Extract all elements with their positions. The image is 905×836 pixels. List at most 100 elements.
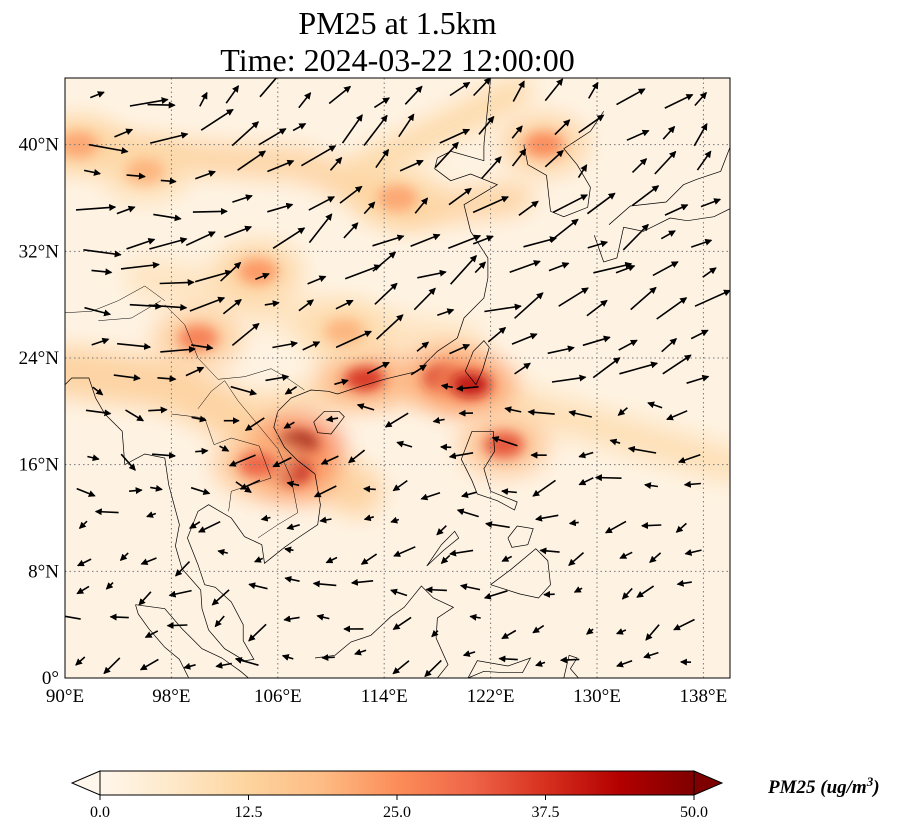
wind-arrow (286, 480, 300, 488)
hotspot-core (324, 318, 365, 345)
wind-arrow (248, 623, 267, 642)
wind-arrow (191, 415, 207, 423)
wind-arrow (189, 521, 201, 529)
lon-tick-label: 106°E (254, 686, 302, 707)
wind-arrow (284, 575, 300, 583)
wind-arrow (166, 621, 188, 629)
hotspot-core (483, 431, 524, 458)
wind-arrow (436, 525, 447, 536)
wind-arrow (78, 520, 88, 529)
wind-arrow (578, 451, 594, 459)
wind-arrow (393, 546, 416, 557)
wind-arrow (363, 485, 376, 493)
wind-arrow (83, 249, 122, 258)
wind-arrow (568, 551, 585, 566)
wind-arrow (677, 453, 701, 464)
wind-arrow (76, 487, 96, 497)
wind-vectors (65, 78, 730, 678)
wind-arrow (374, 282, 398, 305)
wind-arrow (694, 289, 730, 307)
lat-tick-label: 8°N (28, 561, 59, 582)
wind-arrow (376, 314, 404, 340)
wind-arrow (335, 299, 354, 310)
map-title-line-1: PM25 at 1.5km (298, 5, 497, 41)
wind-arrow (459, 583, 481, 591)
wind-arrow (341, 114, 363, 144)
wind-arrow (420, 491, 441, 501)
wind-arrow (248, 582, 268, 590)
wind-arrow (217, 548, 228, 556)
wind-arrow (168, 589, 192, 598)
wind-arrow (300, 145, 337, 167)
wind-arrow (636, 585, 655, 598)
wind-arrow (90, 91, 105, 99)
wind-arrow (220, 261, 242, 282)
lon-tick-label: 90°E (46, 686, 84, 707)
wind-arrow (618, 339, 638, 351)
coastline (467, 657, 532, 678)
wind-arrow (366, 361, 390, 375)
wind-arrow (372, 251, 397, 272)
coastline (523, 111, 604, 218)
wind-arrow (487, 326, 507, 343)
wind-arrow (354, 648, 367, 656)
wind-arrow (75, 656, 86, 666)
wind-arrow (194, 269, 233, 283)
wind-arrow (356, 403, 375, 411)
wind-arrow (662, 354, 692, 375)
colorbar-extend-max (693, 770, 724, 796)
wind-arrow (615, 264, 636, 274)
wind-arrow (363, 514, 375, 522)
wind-arrow (675, 522, 687, 533)
wind-arrow (434, 141, 459, 168)
wind-arrow (469, 613, 481, 621)
wind-arrow (230, 385, 258, 396)
colorbar-ticks: 0.0 12.5 25.0 37.5 50.0 (90, 795, 708, 821)
wind-arrow (483, 590, 508, 600)
wind-arrow (645, 624, 660, 641)
wind-arrow (267, 202, 294, 213)
wind-arrow (375, 148, 390, 169)
wind-arrow (195, 447, 209, 455)
wind-arrow (175, 561, 191, 577)
wind-arrow (644, 482, 659, 490)
wind-arrow (267, 159, 295, 173)
wind-arrow (363, 201, 376, 215)
wind-arrow (577, 164, 588, 179)
wind-arrow (129, 97, 169, 107)
wind-arrow (348, 449, 366, 464)
wind-arrow (224, 225, 253, 238)
wind-arrow (424, 659, 442, 678)
country-border (197, 380, 299, 539)
wind-arrow (660, 230, 676, 240)
coastline (314, 585, 455, 678)
wind-arrow (456, 384, 479, 392)
wind-arrow (343, 222, 359, 239)
wind-arrow (661, 338, 678, 353)
wind-arrow (253, 556, 264, 563)
wind-arrow (696, 150, 712, 171)
wind-arrow (437, 308, 455, 316)
wind-arrow (554, 119, 571, 136)
wind-arrow (147, 101, 176, 109)
wind-arrow (152, 451, 176, 459)
lon-tick-label: 98°E (152, 686, 190, 707)
wind-arrow (622, 223, 649, 251)
lon-tick-label: 122°E (467, 686, 515, 707)
wind-arrow (592, 357, 621, 379)
wind-arrow (321, 654, 335, 662)
wind-arrow (259, 78, 283, 98)
wind-arrow (283, 615, 300, 623)
wind-arrow (690, 329, 709, 340)
wind-arrow (260, 514, 271, 522)
wind-arrow (232, 194, 253, 203)
wind-arrow (148, 406, 168, 414)
wind-arrow (501, 555, 513, 562)
wind-arrow (298, 299, 315, 312)
wind-arrow (588, 81, 599, 99)
wind-arrow (372, 234, 405, 247)
wind-arrow (559, 656, 580, 664)
wind-arrow (284, 386, 298, 395)
wind-arrow (265, 374, 290, 382)
wind-arrow (284, 546, 294, 554)
